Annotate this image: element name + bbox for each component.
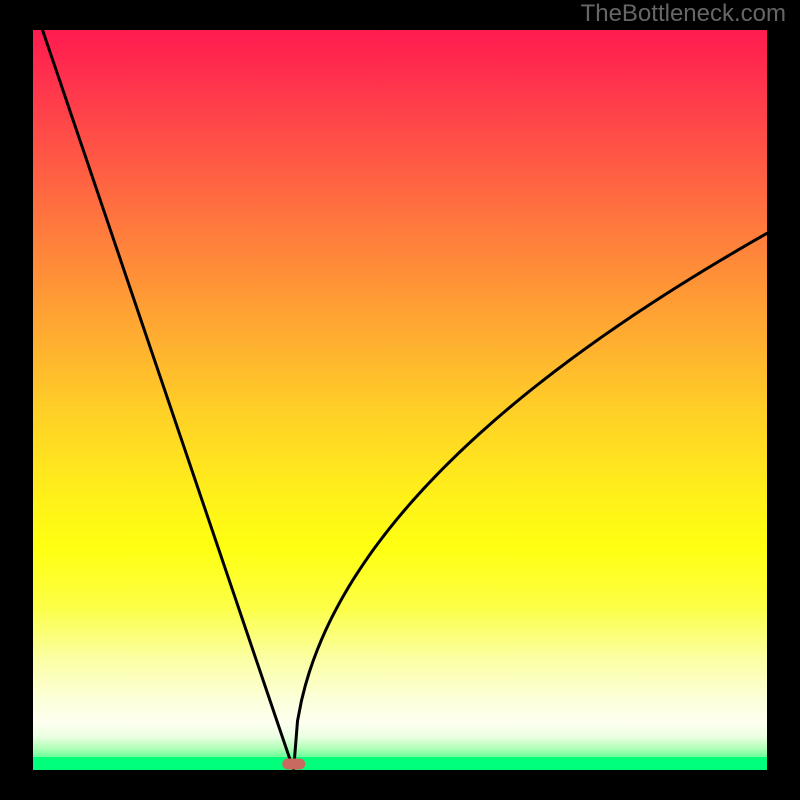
watermark: TheBottleneck.com — [581, 0, 786, 28]
bottleneck-curve — [0, 0, 800, 800]
curve-path — [43, 30, 767, 770]
dip-marker — [282, 758, 305, 769]
